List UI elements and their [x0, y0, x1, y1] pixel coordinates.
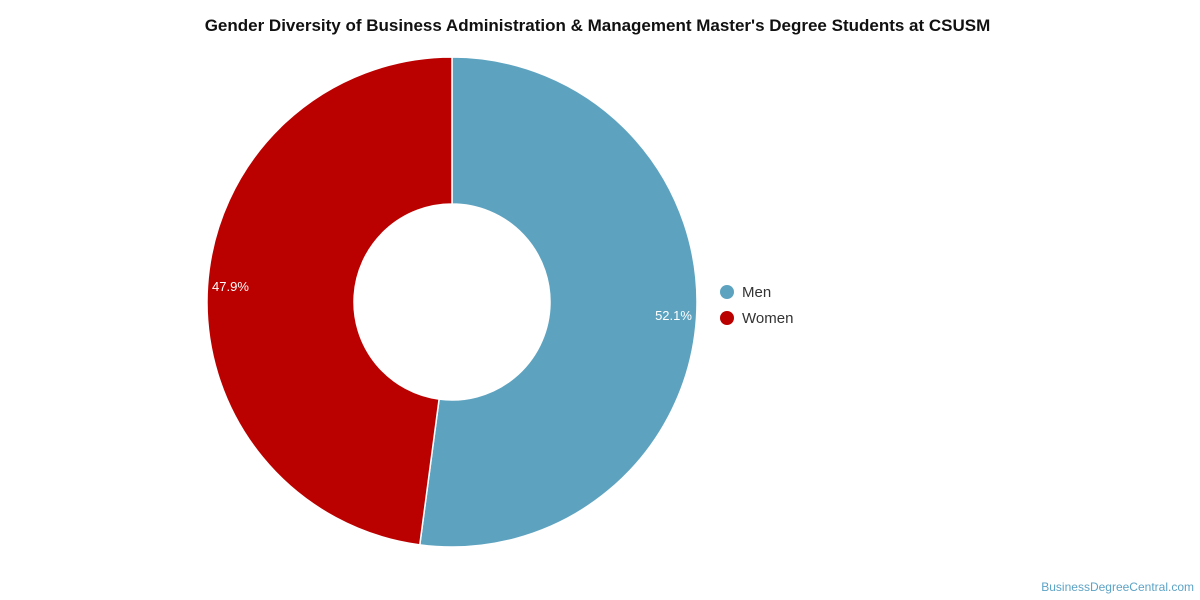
slice-women[interactable]: [206, 56, 453, 546]
legend-swatch-women: [720, 311, 734, 325]
legend-item-women[interactable]: Women: [720, 305, 793, 331]
slice-label-men: 52.1%: [655, 308, 692, 323]
legend: Men Women: [720, 279, 793, 331]
slice-label-women: 47.9%: [212, 279, 249, 294]
legend-label-women: Women: [742, 309, 794, 327]
legend-item-men[interactable]: Men: [720, 279, 793, 305]
legend-swatch-men: [720, 285, 734, 299]
watermark[interactable]: BusinessDegreeCentral.com: [1041, 580, 1194, 594]
legend-label-men: Men: [742, 283, 772, 301]
chart-title: Gender Diversity of Business Administrat…: [204, 16, 991, 35]
slice-men[interactable]: [418, 56, 698, 548]
